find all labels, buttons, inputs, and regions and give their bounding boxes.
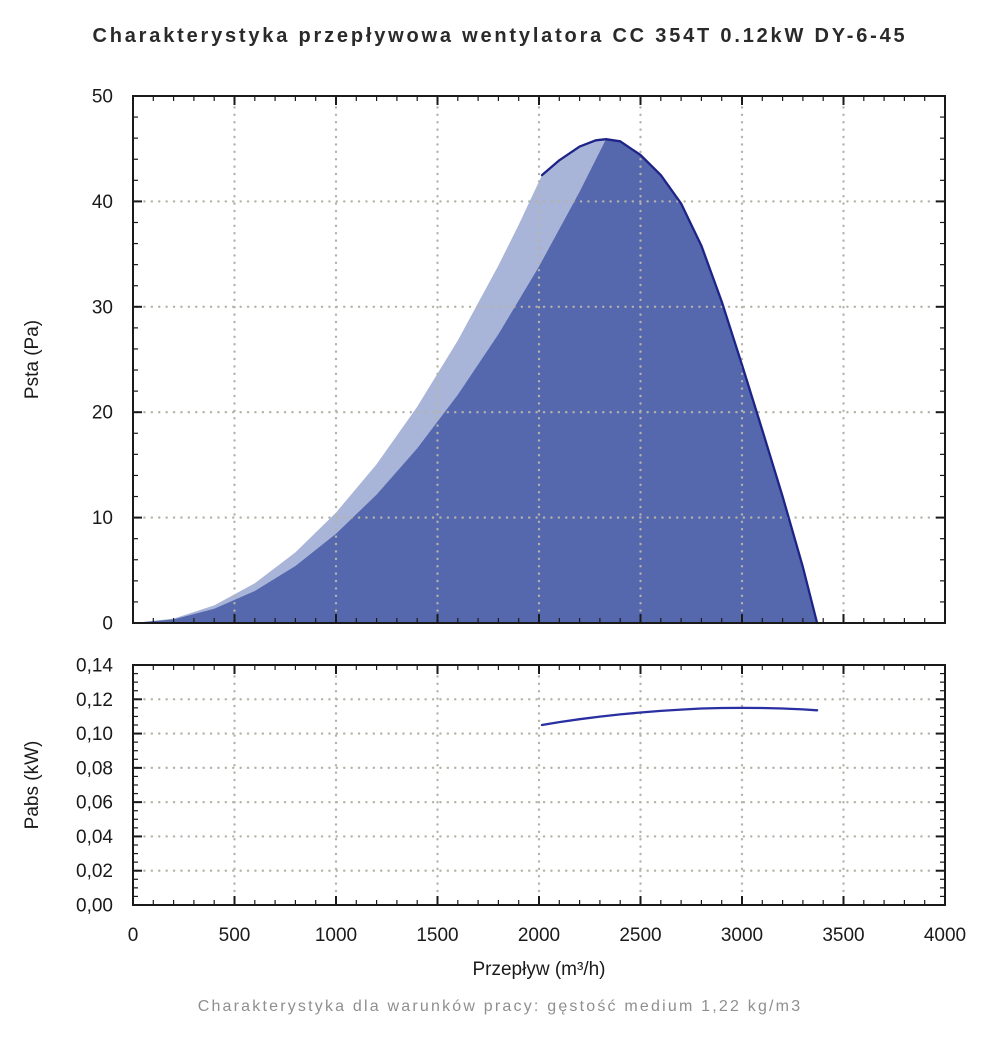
fan-pressure-curve [540,138,819,625]
y-tick-label: 0,12 [76,690,113,711]
power-chart-y-axis-title: Pabs (kW) [22,741,43,830]
x-tick-label: 1000 [315,925,357,946]
y-tick-label: 0,02 [76,861,113,882]
y-tick-label: 10 [92,508,113,529]
power-chart: 0,00 0,02 0,04 0,06 0,08 0,10 0,12 0,14 Pabs (kW… [22,656,946,917]
pressure-chart: 0 10 20 30 40 50 Psta (Pa) [22,87,946,635]
power-chart-ticks [132,664,946,906]
y-tick-label: 0,04 [76,827,113,848]
x-tick-label: 3000 [721,925,763,946]
power-chart-y-tick-labels: 0,00 0,02 0,04 0,06 0,08 0,10 0,12 0,14 [76,656,113,917]
operating-area-dark [133,139,818,623]
x-tick-label: 500 [219,925,251,946]
y-tick-label: 0,14 [76,656,113,677]
y-tick-label: 0,08 [76,758,113,779]
y-tick-label: 20 [92,403,113,424]
pressure-chart-gridlines [135,98,943,621]
x-tick-label: 0 [128,925,139,946]
chart-title: Charakterystyka przepływowa wentylatora … [92,25,908,47]
y-tick-label: 40 [92,192,113,213]
y-tick-label: 0 [102,614,113,635]
x-tick-label: 4000 [924,925,966,946]
y-tick-label: 30 [92,297,113,318]
power-chart-gridlines [135,667,943,903]
y-tick-label: 0,06 [76,793,113,814]
pressure-chart-y-axis-title: Psta (Pa) [22,320,43,399]
x-tick-label: 3500 [822,925,864,946]
absorbed-power-curve [540,706,819,727]
x-tick-label: 2000 [518,925,560,946]
y-tick-label: 50 [92,87,113,108]
pressure-chart-ticks [132,95,946,624]
x-axis-labels: 0 500 1000 1500 2000 2500 3000 3500 4000 Przepływ… [128,925,966,980]
y-tick-label: 0,00 [76,896,113,917]
operating-conditions-caption: Charakterystyka dla warunków pracy: gęst… [197,998,803,1015]
y-tick-label: 0,10 [76,724,113,745]
x-tick-label: 1500 [416,925,458,946]
pressure-chart-y-tick-labels: 0 10 20 30 40 50 [92,87,113,635]
x-axis-title: Przepływ (m³/h) [472,959,605,980]
x-tick-label: 2500 [619,925,661,946]
